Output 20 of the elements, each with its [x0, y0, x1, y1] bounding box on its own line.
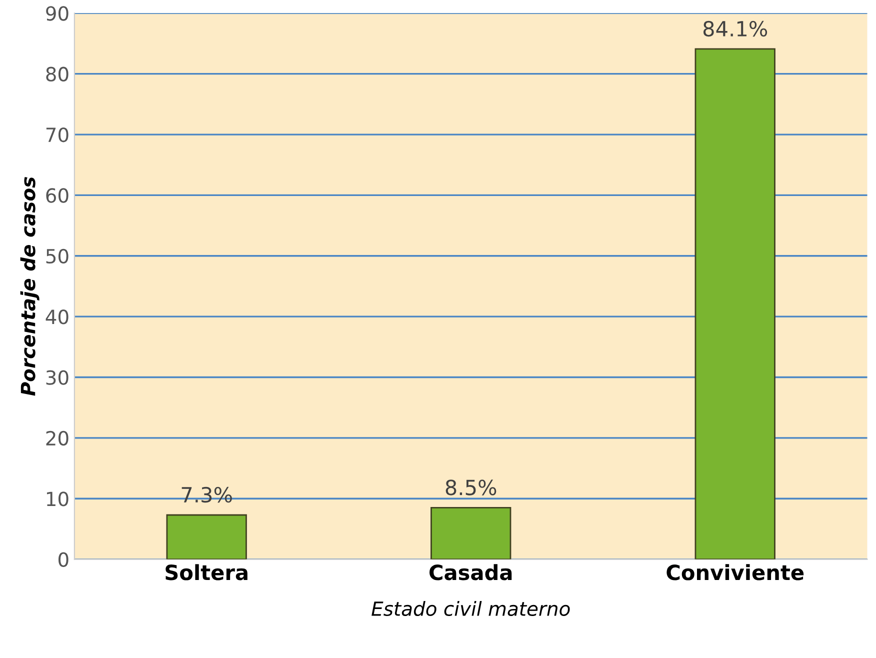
- x-tick-label: Casada: [430, 564, 512, 580]
- x-tick-label: Soltera: [166, 564, 248, 580]
- y-tick-label: 50: [46, 248, 68, 264]
- x-tick-label: Conviviente: [666, 564, 804, 580]
- x-axis-title: Estado civil materno: [372, 600, 570, 616]
- y-tick-label: 80: [46, 66, 68, 82]
- y-tick-label: 20: [46, 430, 68, 446]
- y-tick-label: 70: [46, 127, 68, 142]
- y-axis-title: Porcentaje de casos: [20, 177, 40, 396]
- bar: [694, 48, 776, 560]
- bar: [430, 507, 512, 560]
- bar: [166, 514, 247, 560]
- data-label: 84.1%: [703, 20, 768, 37]
- y-tick-label: 60: [46, 188, 68, 203]
- data-label: 8.5%: [446, 480, 496, 496]
- y-tick-label: 30: [46, 370, 68, 385]
- y-tick-label: 40: [46, 310, 68, 324]
- y-tick-label: 0: [58, 552, 68, 567]
- y-tick-label: 90: [46, 6, 68, 21]
- y-tick-label: 10: [46, 492, 68, 506]
